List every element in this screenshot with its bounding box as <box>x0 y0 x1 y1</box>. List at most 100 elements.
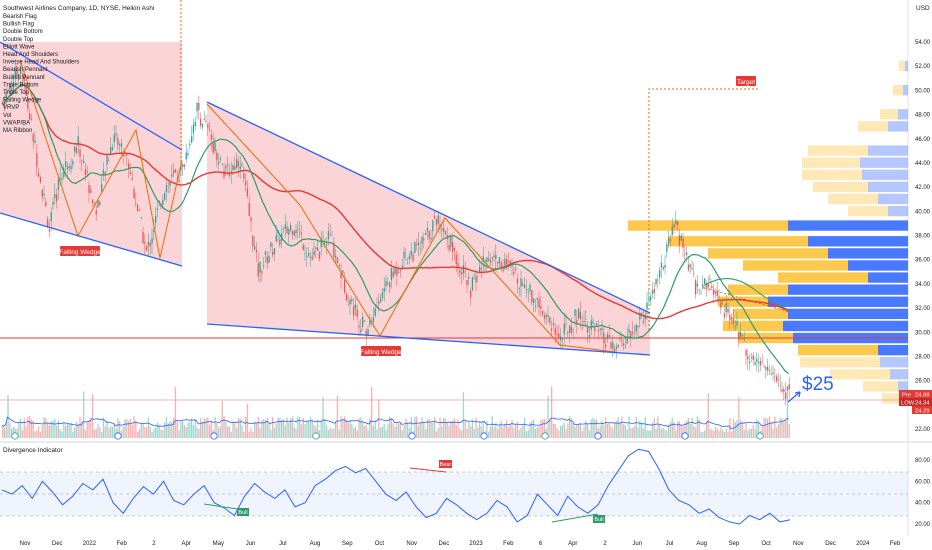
candle-body <box>52 202 54 205</box>
candle-body <box>410 250 412 256</box>
candle-body <box>752 355 754 360</box>
candle-body <box>342 270 344 273</box>
candle-body <box>84 169 87 175</box>
earnings-event-icon[interactable] <box>541 432 549 440</box>
volume-bar <box>650 430 652 438</box>
vrvp-row-down <box>808 236 908 247</box>
volume-bar <box>698 419 700 438</box>
volume-bar <box>624 424 627 438</box>
indicator-item[interactable]: Inverse Head And Shoulders <box>3 60 79 66</box>
volume-bar <box>30 419 33 438</box>
volume-bar <box>230 431 232 438</box>
earnings-event-icon[interactable] <box>594 432 602 440</box>
earnings-event-icon[interactable] <box>480 432 488 440</box>
candle-body <box>135 203 137 205</box>
candle-body <box>488 258 490 261</box>
indicator-item[interactable]: Bullish Pennant <box>3 75 45 81</box>
candle-body <box>210 134 213 140</box>
volume-bar <box>552 423 555 438</box>
indicator-item[interactable]: Triple Top <box>3 90 30 96</box>
indicator-item[interactable]: Bearish Pennant <box>3 67 48 73</box>
candle-body <box>407 262 409 264</box>
volume-bar <box>502 427 504 438</box>
indicator-item[interactable]: Bullish Flag <box>3 22 34 28</box>
volume-bar <box>430 421 432 438</box>
volume-bar <box>338 429 340 438</box>
price-tick-label: 44.00 <box>915 161 931 167</box>
volume-bar <box>147 417 150 438</box>
earnings-event-icon[interactable] <box>408 432 416 440</box>
candle-body <box>428 231 430 239</box>
candle-body <box>327 231 330 240</box>
indicator-item[interactable]: Falling Wedge <box>3 98 42 104</box>
indicator-item[interactable]: Bearish Flag <box>3 14 37 20</box>
indicator-item[interactable]: Head And Shoulders <box>3 52 58 58</box>
candle-body <box>104 171 106 176</box>
candle-body <box>612 342 614 349</box>
candle-body <box>88 184 90 193</box>
candle-body <box>194 122 196 126</box>
indicator-item[interactable]: Double Bottom <box>3 29 43 35</box>
earnings-event-icon[interactable] <box>11 432 19 440</box>
oscillator-axis[interactable]: 80.00 60.00 40.00 20.00 <box>915 458 931 528</box>
volume-bar <box>716 428 718 438</box>
earnings-event-icon[interactable] <box>756 432 764 440</box>
candle-body <box>684 254 686 256</box>
volume-bar <box>252 431 254 438</box>
candle-body <box>680 235 682 241</box>
candle-body <box>534 305 537 307</box>
indicator-item[interactable]: Double Top <box>3 37 34 43</box>
volume-bar <box>579 423 582 438</box>
earnings-event-icon[interactable] <box>681 432 689 440</box>
candle-body <box>23 76 25 82</box>
volume-bar <box>585 420 587 438</box>
indicator-item[interactable]: Vol <box>3 113 11 119</box>
candle-body <box>464 271 466 273</box>
volume-bar <box>612 427 614 438</box>
volume-bar <box>36 429 38 438</box>
indicator-item[interactable]: Elliott Wave <box>3 44 35 50</box>
candle-body <box>266 256 268 264</box>
volume-bar <box>531 420 533 438</box>
volume-bar <box>140 422 142 438</box>
candle-body <box>749 361 751 364</box>
time-tick-label: Jun <box>632 541 642 547</box>
volume-bar <box>387 424 389 438</box>
candle-body <box>524 284 526 288</box>
candle-body <box>704 278 706 285</box>
earnings-event-icon[interactable] <box>114 432 122 440</box>
volume-bar <box>633 425 636 438</box>
indicator-item[interactable]: MA Ribbon <box>3 128 32 134</box>
indicator-item[interactable]: VRVP <box>3 105 19 111</box>
earnings-event-icon[interactable] <box>312 432 320 440</box>
vrvp-row-down <box>890 369 908 380</box>
earnings-events-row[interactable] <box>11 432 764 440</box>
volume-bar <box>336 395 339 438</box>
indicator-item[interactable]: Triple Bottom <box>3 82 38 88</box>
candle-body <box>293 231 295 236</box>
vrvp-row-up <box>863 381 898 392</box>
candle-body <box>291 230 294 235</box>
indicator-item[interactable]: VWAP/BA <box>3 120 30 126</box>
candle-body <box>689 264 691 268</box>
volume-bar <box>770 421 772 438</box>
volume-bar <box>353 427 355 438</box>
volume-bar <box>173 418 175 438</box>
time-axis[interactable]: Nov Dec 2022 Feb 2 Apr May Jun Jul Aug Sep Oct Nov De… <box>20 541 901 547</box>
volume-bar <box>610 426 612 438</box>
candle-body <box>255 249 258 252</box>
volume-bar <box>660 429 663 438</box>
candle-body <box>218 161 220 165</box>
volume-bar <box>90 417 92 438</box>
volume-bar <box>507 426 510 438</box>
falling-wedge-2-tag <box>361 346 401 356</box>
volume-bar <box>153 428 155 438</box>
volume-bar <box>482 420 484 438</box>
earnings-event-icon[interactable] <box>210 432 218 440</box>
price-tick-label: 52.00 <box>915 64 931 70</box>
vrvp-row-down <box>878 193 908 205</box>
wedge-1-lower-line <box>0 212 183 267</box>
candle-body <box>308 253 310 256</box>
